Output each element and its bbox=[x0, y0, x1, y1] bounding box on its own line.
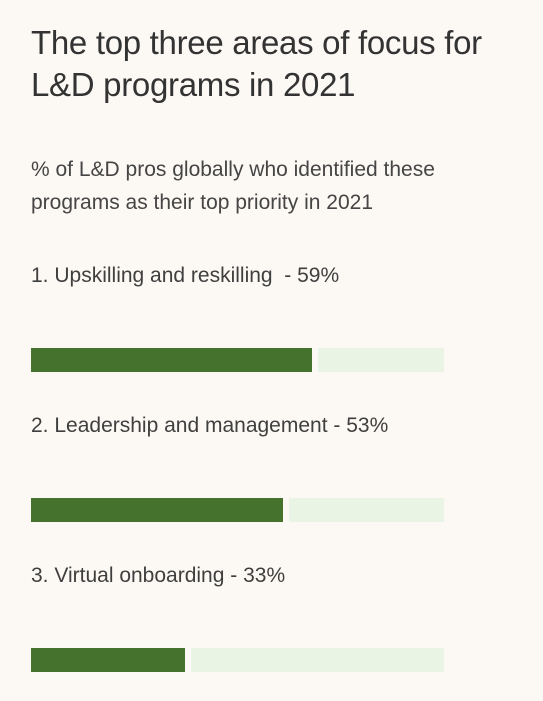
bar-track-onboarding bbox=[31, 648, 444, 672]
bar-label-upskilling: 1. Upskilling and reskilling - 59% bbox=[31, 264, 340, 287]
bar-onboarding bbox=[31, 648, 191, 672]
bar-label-leadership: 2. Leadership and management - 53% bbox=[31, 414, 389, 437]
bar-track-leadership bbox=[31, 498, 444, 522]
bar-leadership bbox=[31, 498, 289, 522]
chart-subtitle: % of L&D pros globally who identified th… bbox=[31, 158, 435, 214]
bar-label-onboarding: 3. Virtual onboarding - 33% bbox=[31, 564, 286, 587]
bar-track-upskilling bbox=[31, 348, 444, 372]
bar-upskilling bbox=[31, 348, 318, 372]
chart-title: The top three areas of focus for L&D pro… bbox=[31, 24, 482, 103]
